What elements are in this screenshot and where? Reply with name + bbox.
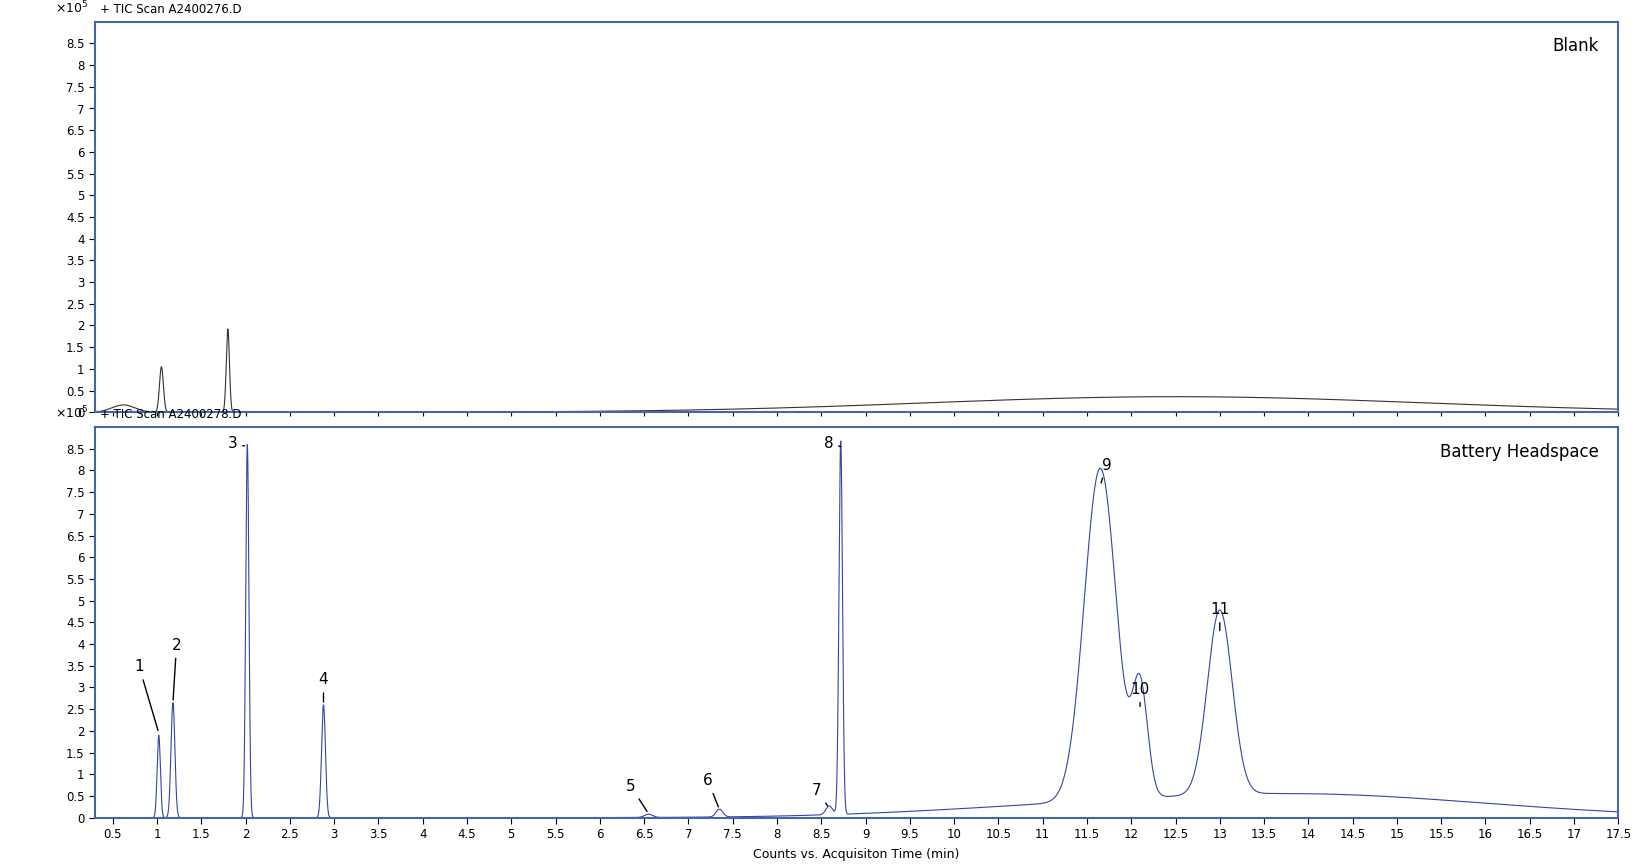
Text: + TIC Scan A2400278.D: + TIC Scan A2400278.D — [100, 408, 241, 421]
Text: $\times$10$^5$: $\times$10$^5$ — [56, 0, 88, 16]
Text: 4: 4 — [319, 673, 328, 702]
X-axis label: Counts vs. Acquisiton Time (min): Counts vs. Acquisiton Time (min) — [753, 848, 960, 861]
Text: 6: 6 — [703, 773, 719, 807]
Text: 2: 2 — [172, 638, 182, 700]
Text: 5: 5 — [626, 779, 647, 812]
Text: 11: 11 — [1210, 602, 1230, 630]
Text: 1: 1 — [134, 660, 157, 730]
Text: 9: 9 — [1101, 457, 1111, 483]
Text: + TIC Scan A2400276.D: + TIC Scan A2400276.D — [100, 3, 241, 16]
Text: 8: 8 — [824, 436, 840, 451]
Text: 7: 7 — [812, 783, 827, 806]
Text: $\times$10$^5$: $\times$10$^5$ — [56, 404, 88, 421]
Text: Blank: Blank — [1553, 37, 1599, 56]
Text: 3: 3 — [228, 436, 244, 451]
Text: Battery Headspace: Battery Headspace — [1440, 443, 1599, 461]
Text: 10: 10 — [1130, 682, 1150, 707]
